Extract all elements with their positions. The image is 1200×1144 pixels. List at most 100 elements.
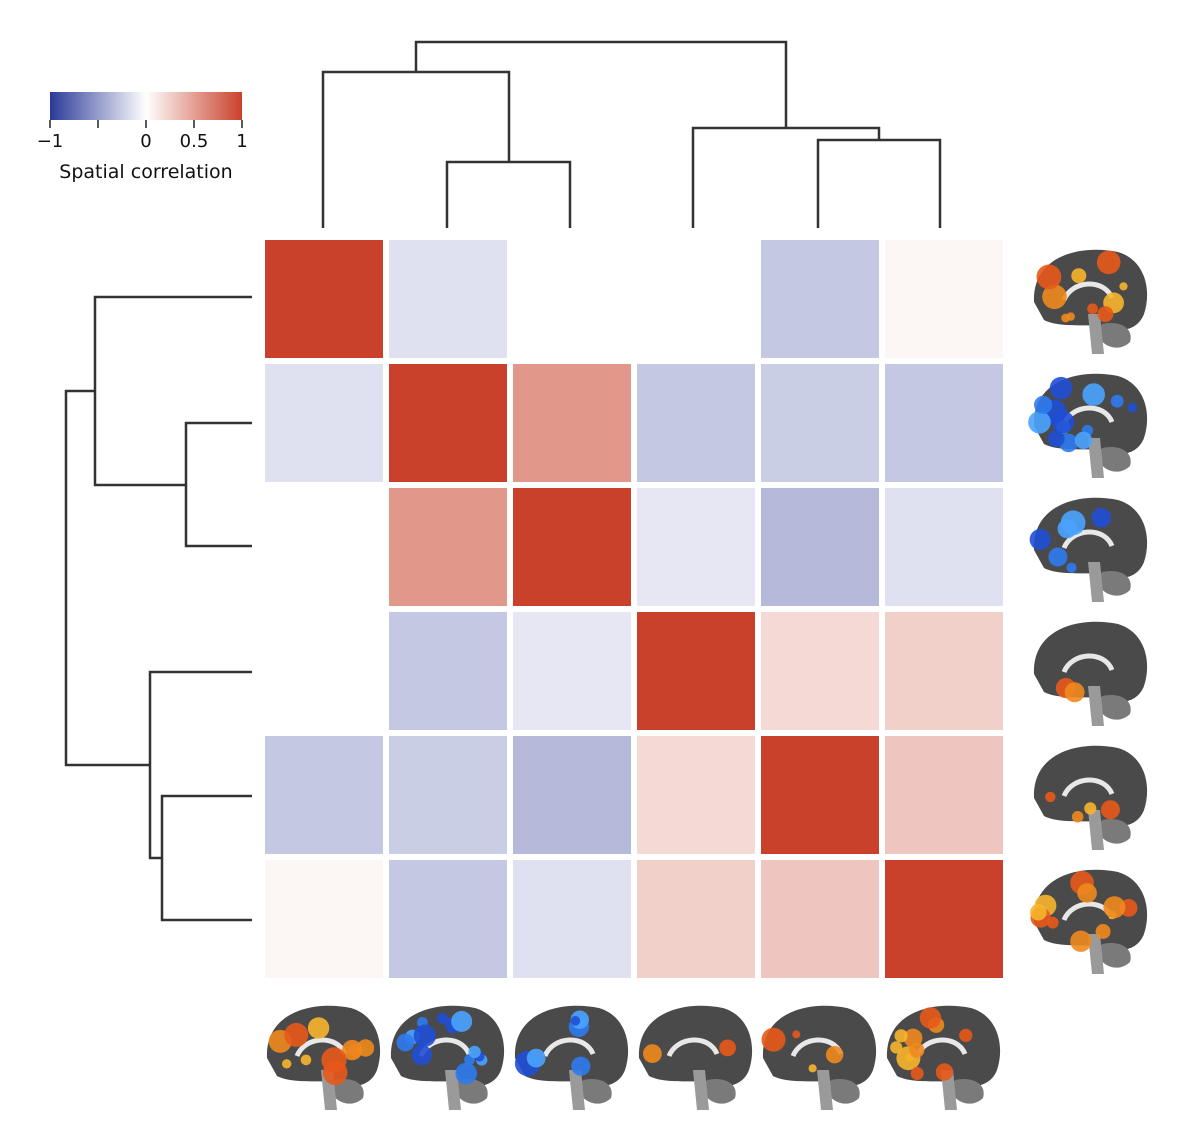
brain-activation-blob: [1127, 402, 1138, 413]
brain-map-thumbnail: [514, 1005, 629, 1110]
brain-stem: [1088, 810, 1104, 850]
top-dendrogram-link: [445, 160, 572, 228]
brain-activation-blob: [1110, 394, 1124, 408]
brain-activation-blob: [1066, 312, 1075, 321]
brain-cerebellum: [1098, 942, 1131, 968]
brain-activation-blob: [1100, 800, 1120, 820]
brain-cerebellum: [1098, 818, 1131, 844]
left-dendrogram-link: [64, 389, 150, 767]
left-dendrogram-link: [148, 670, 252, 860]
heatmap-cell: [761, 860, 879, 978]
left-dendrogram: [64, 295, 252, 922]
brain-activation-blob: [1046, 916, 1059, 929]
brain-cortex: [638, 1005, 753, 1086]
brain-activation-blob: [1042, 284, 1067, 310]
brain-map-thumbnail: [1029, 497, 1148, 602]
brain-map-thumbnail: [266, 1005, 381, 1110]
brain-corpus-callosum: [1061, 777, 1115, 798]
brain-activation-blob: [1084, 802, 1097, 815]
brain-map-thumbnail: [390, 1005, 505, 1110]
brain-activation-blob: [919, 1007, 942, 1029]
colorbar-gradient: [50, 92, 242, 120]
brain-corpus-callosum: [1061, 653, 1115, 674]
brain-map-thumbnail: [886, 1005, 1001, 1110]
brain-activation-blob: [1066, 562, 1077, 573]
brain-activation-blob: [1051, 410, 1075, 434]
brain-activation-blob: [300, 1054, 312, 1066]
heatmap-cell: [265, 736, 383, 854]
colorbar-tick-label: 1: [236, 131, 247, 152]
colorbar-tick-label: 0.5: [180, 131, 209, 152]
brain-activation-blob: [1064, 682, 1085, 703]
brain-activation-blob: [1049, 376, 1073, 400]
brain-corpus-callosum: [1061, 529, 1115, 550]
brain-activation-blob: [825, 1046, 844, 1064]
top-dendrogram-link: [414, 40, 788, 128]
brain-activation-blob: [910, 1067, 924, 1080]
heatmap-cell: [513, 736, 631, 854]
column-brain-maps: [266, 1005, 1001, 1110]
heatmap-cell: [389, 364, 507, 482]
brain-activation-blob: [468, 1045, 481, 1059]
brain-stem: [817, 1070, 833, 1110]
brain-cerebellum: [1098, 446, 1131, 472]
heatmap-cell: [637, 860, 755, 978]
colorbar-tick-label: 0: [140, 131, 151, 152]
brain-activation-blob: [1030, 903, 1047, 921]
brain-map-thumbnail: [1033, 249, 1148, 354]
brain-activation-blob: [1071, 268, 1087, 284]
brain-activation-blob: [411, 1044, 432, 1066]
colorbar-title: Spatial correlation: [59, 161, 232, 183]
brain-activation-blob: [1028, 411, 1051, 434]
heatmap-cell: [761, 488, 879, 606]
brain-stem: [569, 1070, 585, 1110]
brain-activation-blob: [1091, 508, 1111, 528]
top-dendrogram: [321, 40, 942, 228]
heatmap-cell: [761, 736, 879, 854]
heatmap-cell: [389, 488, 507, 606]
brain-activation-blob: [935, 1063, 954, 1081]
brain-stem: [1088, 314, 1104, 354]
brain-cerebellum: [1098, 694, 1131, 720]
brain-cerebellum: [579, 1078, 612, 1104]
brain-activation-blob: [1034, 395, 1053, 414]
brain-activation-blob: [1071, 811, 1084, 823]
heatmap-cell: [637, 612, 755, 730]
heatmap-cell: [885, 488, 1003, 606]
brain-activation-blob: [1119, 282, 1128, 291]
brain-activation-blob: [1103, 896, 1126, 919]
brain-corpus-callosum: [542, 1037, 596, 1058]
brain-cerebellum: [1098, 322, 1131, 348]
brain-activation-blob: [526, 1048, 546, 1068]
brain-activation-blob: [1097, 306, 1114, 323]
brain-cortex: [1033, 869, 1148, 950]
brain-cerebellum: [1098, 570, 1131, 596]
brain-activation-blob: [1060, 510, 1086, 536]
heatmap-cell: [389, 612, 507, 730]
brain-activation-blob: [451, 1010, 473, 1032]
brain-activation-blob: [1096, 250, 1121, 275]
brain-activation-blob: [1077, 883, 1097, 903]
brain-activation-blob: [307, 1017, 330, 1039]
brain-map-thumbnail: [1030, 869, 1148, 974]
brain-stem: [1088, 562, 1104, 602]
brain-corpus-callosum: [666, 1037, 720, 1058]
heatmap-cell: [885, 736, 1003, 854]
heatmap-cell: [637, 240, 755, 358]
brain-activation-blob: [1029, 528, 1051, 551]
brain-cortex: [762, 1005, 877, 1086]
brain-activation-blob: [413, 1024, 436, 1047]
heatmap-cell: [389, 736, 507, 854]
brain-activation-blob: [761, 1027, 786, 1052]
heatmap-cell: [389, 860, 507, 978]
heatmap-cell: [265, 488, 383, 606]
heatmap-cell: [265, 364, 383, 482]
colorbar-tick-label: −1: [37, 131, 64, 152]
heatmap-cell: [637, 736, 755, 854]
heatmap-cell: [513, 364, 631, 482]
brain-activation-blob: [1074, 431, 1093, 449]
left-dendrogram-link: [184, 421, 252, 548]
brain-activation-blob: [342, 1039, 363, 1061]
brain-cerebellum: [827, 1078, 860, 1104]
brain-activation-blob: [284, 1022, 309, 1047]
